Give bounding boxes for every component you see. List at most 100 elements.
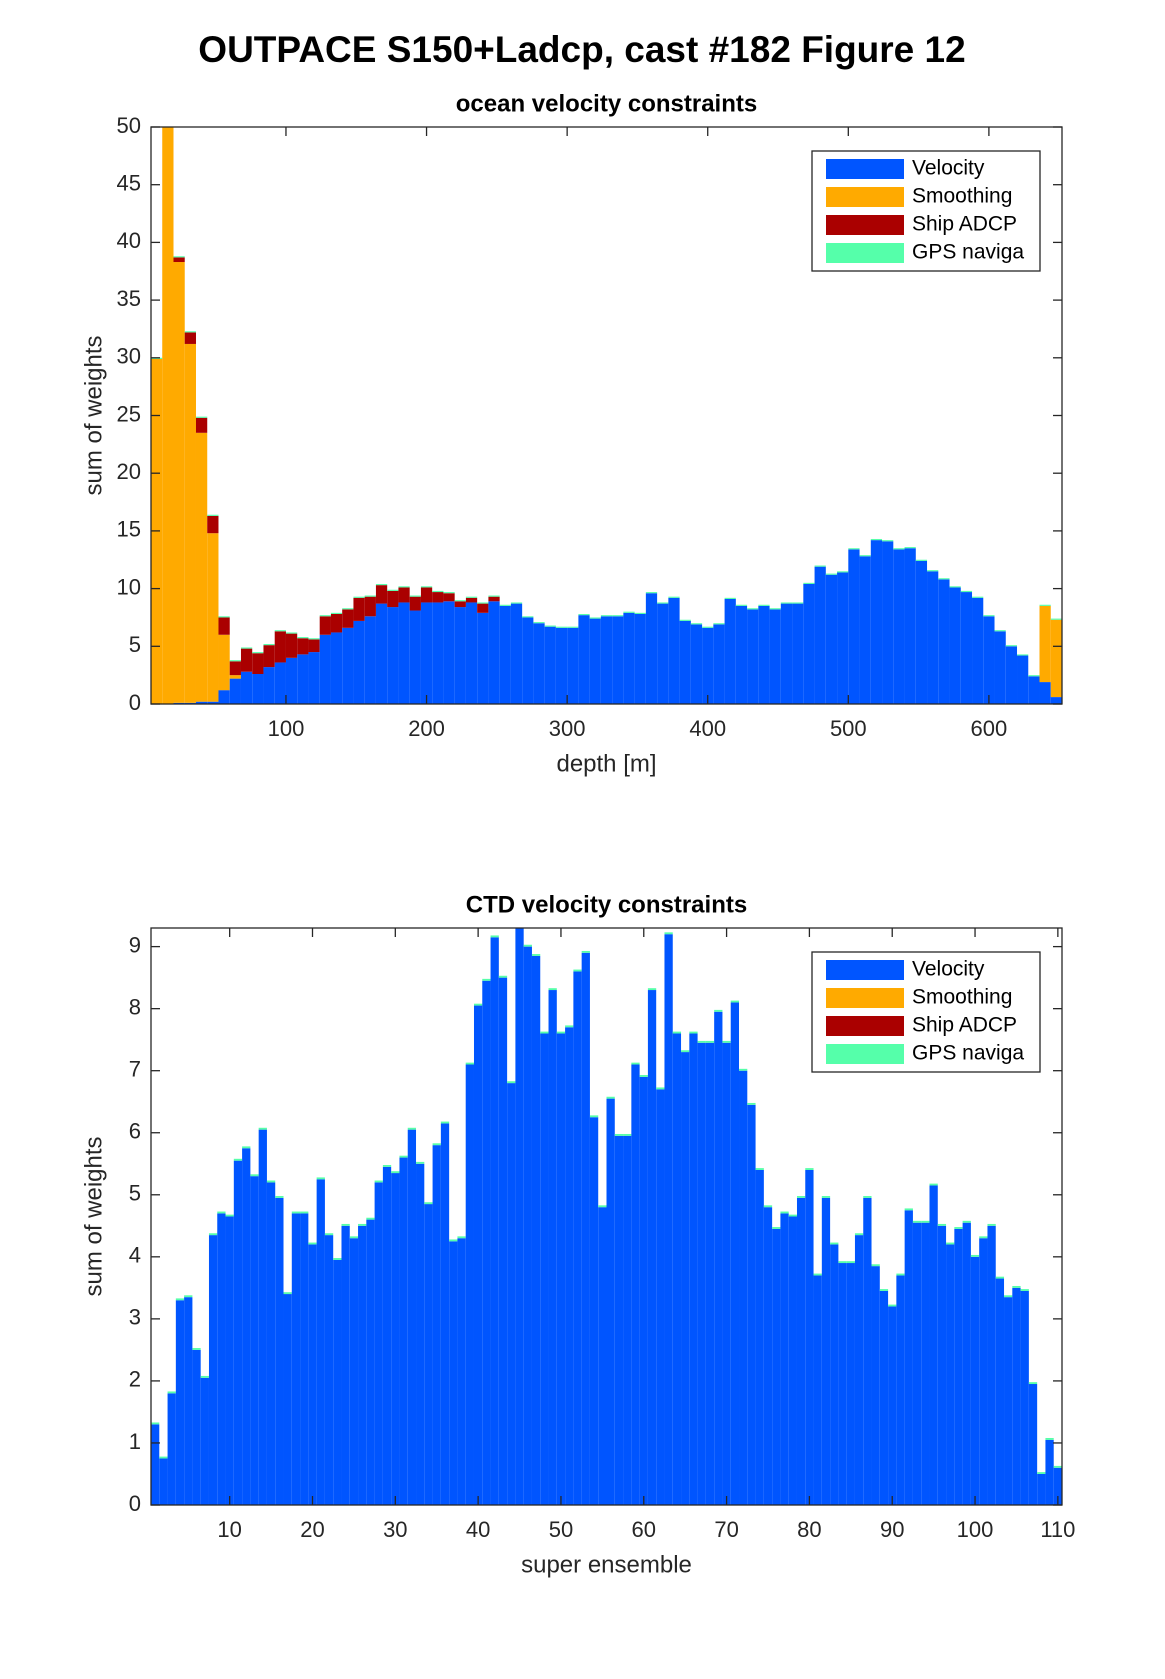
bar-segment <box>589 618 601 704</box>
bar-segment <box>252 673 264 704</box>
bar-segment <box>184 343 196 703</box>
bar-segment <box>263 643 275 646</box>
bar-segment <box>225 1216 234 1505</box>
bar-segment <box>416 1163 425 1505</box>
bar-segment <box>739 1068 748 1071</box>
bar-segment <box>173 257 185 263</box>
bar-segment <box>970 1254 980 1257</box>
bar-segment <box>274 630 286 632</box>
bar-segment <box>432 602 444 704</box>
legend-swatch <box>826 215 904 235</box>
bar-segment <box>454 600 466 602</box>
bar-segment <box>614 1135 624 1505</box>
bar-segment <box>606 1096 615 1099</box>
bar-segment <box>689 1033 698 1505</box>
bar-segment <box>195 432 208 702</box>
bar-segment <box>697 1040 706 1043</box>
bar-segment <box>275 1197 284 1505</box>
bar-segment <box>416 1161 425 1164</box>
bar-segment <box>803 583 815 704</box>
legend-swatch <box>826 960 904 980</box>
bar-segment <box>1028 675 1040 677</box>
bar-segment <box>960 592 973 704</box>
y-tick-label: 20 <box>117 459 141 484</box>
bar-segment <box>432 1143 441 1146</box>
bar-segment <box>522 617 534 704</box>
y-tick-label: 3 <box>129 1305 141 1330</box>
bar-segment <box>300 1211 309 1214</box>
bar-segment <box>893 549 905 704</box>
bar-segment <box>218 616 230 618</box>
bar-segment <box>398 587 410 603</box>
bar-segment <box>578 613 590 616</box>
bar-segment <box>540 1031 549 1034</box>
bar-segment <box>664 932 673 935</box>
y-tick-label: 0 <box>129 1491 141 1516</box>
x-tick-label: 50 <box>549 1517 573 1542</box>
bar-segment <box>796 1196 806 1198</box>
bar-segment <box>330 632 343 704</box>
bar-segment <box>813 1275 822 1505</box>
bar-segment <box>896 1275 905 1505</box>
bar-segment <box>218 690 230 704</box>
bar-segment <box>364 616 376 704</box>
bar-segment <box>780 603 793 704</box>
bar-segment <box>488 595 500 597</box>
x-axis-label: depth [m] <box>556 750 656 777</box>
bar-segment <box>420 586 433 588</box>
bar-segment <box>796 1197 806 1505</box>
y-axis-label: sum of weights <box>80 335 107 495</box>
bar-segment <box>724 597 736 599</box>
bar-segment <box>606 1098 615 1505</box>
bar-segment <box>349 1236 359 1239</box>
bar-segment <box>863 1197 872 1505</box>
legend-label: Ship ADCP <box>912 1014 1017 1037</box>
bar-segment <box>225 1214 234 1217</box>
bar-segment <box>589 1117 599 1505</box>
bar-segment <box>207 533 219 702</box>
y-tick-label: 0 <box>129 690 141 715</box>
bar-segment <box>780 602 793 604</box>
bar-segment <box>217 1211 226 1214</box>
bar-segment <box>788 1214 797 1217</box>
bar-segment <box>440 1123 450 1505</box>
bar-segment <box>457 1238 466 1505</box>
bar-segment <box>229 678 241 704</box>
bar-segment <box>443 593 455 602</box>
bar-segment <box>755 1168 764 1170</box>
bar-segment <box>544 625 556 627</box>
x-tick-label: 60 <box>632 1517 656 1542</box>
bar-segment <box>258 1129 267 1505</box>
bar-segment <box>1045 1437 1054 1440</box>
x-tick-label: 600 <box>971 716 1008 741</box>
bar-segment <box>1037 1473 1046 1505</box>
bar-segment <box>838 1261 847 1264</box>
bar-segment <box>285 632 298 634</box>
bar-segment <box>208 1233 218 1236</box>
bar-segment <box>668 596 680 598</box>
bar-segment <box>578 615 590 704</box>
bar-segment <box>848 549 860 704</box>
bar-segment <box>681 1052 690 1505</box>
bar-segment <box>364 595 376 597</box>
bar-segment <box>465 596 478 598</box>
bar-segment <box>353 597 365 621</box>
bar-segment <box>342 608 354 610</box>
x-tick-label: 100 <box>957 1517 994 1542</box>
x-tick-label: 40 <box>466 1517 490 1542</box>
bar-segment <box>409 595 421 597</box>
bar-segment <box>631 1064 640 1505</box>
bar-segment <box>946 1242 955 1245</box>
y-tick-label: 10 <box>117 574 141 599</box>
bar-segment <box>904 1208 913 1211</box>
bar-segment <box>432 1145 441 1505</box>
bar-segment <box>308 639 320 653</box>
bar-segment <box>252 653 264 674</box>
bar-segment <box>382 1166 392 1505</box>
bar-segment <box>639 1075 648 1077</box>
bar-segment <box>668 597 680 704</box>
bar-segment <box>151 1422 160 1425</box>
bar-segment <box>440 1121 450 1124</box>
figure-title: OUTPACE S150+Ladcp, cast #182 Figure 12 <box>198 29 965 70</box>
legend-label: Velocity <box>912 958 985 981</box>
